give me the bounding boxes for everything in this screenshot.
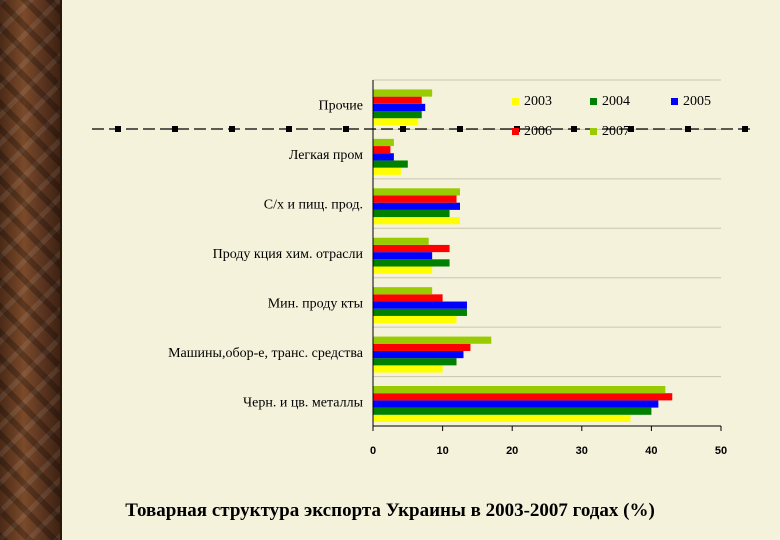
legend-swatch-2007 — [590, 128, 597, 135]
bar-2005 — [373, 103, 426, 112]
bar-2004 — [373, 209, 450, 218]
separator-marker — [457, 126, 463, 132]
bar-2007 — [373, 138, 394, 147]
separator-marker — [115, 126, 121, 132]
x-tick-label: 10 — [436, 445, 448, 457]
x-tick-label: 20 — [506, 445, 518, 457]
separator-marker — [286, 126, 292, 132]
bar-2005 — [373, 252, 433, 260]
separator-marker — [742, 126, 748, 132]
bar-2006 — [373, 343, 471, 351]
bar-2003 — [373, 414, 631, 422]
bar-2006 — [373, 146, 391, 154]
bar-2003 — [373, 118, 419, 126]
x-tick-label: 50 — [715, 445, 727, 457]
bar-2005 — [373, 301, 467, 309]
category-label: Машины,обор-е, транс. средства — [168, 346, 364, 361]
bar-2004 — [373, 259, 450, 267]
separator-marker — [400, 126, 406, 132]
bar-2006 — [373, 195, 457, 203]
legend-label-2004: 2004 — [602, 94, 630, 109]
bar-2006 — [373, 244, 450, 253]
separator-marker — [172, 126, 178, 132]
separator-marker — [685, 126, 691, 132]
bar-2004 — [373, 407, 652, 415]
category-label: С/х и пищ. прод. — [264, 198, 363, 213]
chart-caption: Товарная структура экспорта Украины в 20… — [125, 500, 655, 521]
x-tick-label: 30 — [576, 445, 588, 457]
bar-2005 — [373, 350, 464, 359]
bar-2007 — [373, 386, 666, 394]
bar-2007 — [373, 89, 433, 97]
x-tick-label: 0 — [370, 445, 376, 457]
bar-2003 — [373, 167, 401, 175]
bar-2006 — [373, 294, 443, 302]
bar-2007 — [373, 336, 492, 344]
decorative-wood-strip — [0, 0, 62, 540]
category-label: Прочие — [319, 99, 364, 114]
legend-swatch-2003 — [512, 98, 519, 105]
bar-2007 — [373, 287, 433, 295]
separator-marker — [343, 126, 349, 132]
bar-2003 — [373, 217, 460, 225]
bar-2007 — [373, 188, 460, 196]
bar-2005 — [373, 153, 394, 161]
category-label: Черн. и цв. металлы — [243, 395, 364, 410]
separator-marker — [229, 126, 235, 132]
legend-label-2006: 2006 — [524, 124, 552, 139]
bar-2004 — [373, 308, 467, 316]
bar-2007 — [373, 237, 429, 245]
bar-2005 — [373, 202, 460, 210]
legend-swatch-2006 — [512, 128, 519, 135]
bar-2004 — [373, 111, 422, 119]
category-label: Мин. проду кты — [268, 296, 364, 311]
bar-2006 — [373, 393, 673, 401]
bar-2004 — [373, 358, 457, 366]
legend-swatch-2004 — [590, 98, 597, 105]
category-label: Проду кция хим. отрасли — [213, 247, 364, 262]
bar-2003 — [373, 266, 433, 274]
bar-2003 — [373, 315, 457, 324]
legend-label-2003: 2003 — [524, 94, 552, 109]
bar-2005 — [373, 400, 659, 408]
bar-2003 — [373, 365, 443, 373]
legend-swatch-2005 — [671, 98, 678, 105]
bar-2006 — [373, 96, 422, 104]
separator-marker — [571, 126, 577, 132]
separator-marker — [628, 126, 634, 132]
category-label: Легкая пром — [289, 148, 363, 163]
bar-2004 — [373, 160, 408, 168]
legend-label-2007: 2007 — [602, 124, 630, 139]
x-tick-label: 40 — [645, 445, 657, 457]
legend-label-2005: 2005 — [683, 94, 711, 109]
